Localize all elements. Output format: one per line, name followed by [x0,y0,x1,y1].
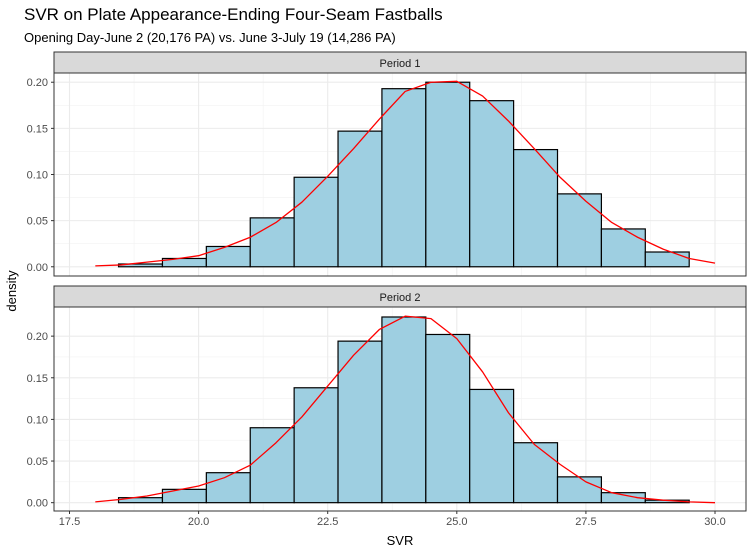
y-tick-label: 0.05 [27,216,48,228]
y-tick-label: 0.15 [27,123,48,135]
x-axis: 17.5 20.0 22.5 25.0 27.5 30.0 [59,511,726,528]
histogram-bar [469,100,515,268]
histogram-bar [600,492,646,504]
density-curve [95,315,716,504]
histogram-bar [556,476,603,504]
histogram-bar [337,340,383,504]
histogram-bar [600,228,646,268]
y-axis-title: density [4,270,19,312]
histogram-bar [249,427,295,504]
y-tick-label: 0.20 [27,77,48,89]
x-tick-label: 22.5 [317,516,338,528]
panel-border [53,306,747,512]
y-tick-label: 0.20 [27,331,48,343]
y-tick-label: 0.05 [27,456,48,468]
histogram-bar [556,193,603,268]
histogram-bar [381,316,427,504]
histogram-bar [293,176,339,268]
y-tick-label: 0.00 [27,262,48,274]
x-axis-title: SVR [387,533,414,548]
histogram-bar [205,245,251,268]
x-tick-label: 27.5 [575,516,596,528]
y-tick-label: 0.10 [27,414,48,426]
chart-title: SVR on Plate Appearance-Ending Four-Seam… [24,5,443,24]
histogram-bar [513,442,559,504]
histogram-bar [425,333,471,504]
y-tick-label: 0.15 [27,373,48,385]
histogram-bar [249,217,295,268]
histogram-bar [469,388,515,504]
panels-group: Period 1 0.00 0.05 0.10 0.15 0.20 Period 2 0.00… [27,51,747,512]
histogram-bar [337,130,383,268]
facet-panel: Period 2 0.00 0.05 0.10 0.15 0.20 [27,285,747,512]
facet-strip-label: Period 1 [380,58,421,70]
panel-border [53,72,747,277]
histogram-bar [381,88,427,268]
histogram-bar [205,472,251,504]
facet-panel: Period 1 0.00 0.05 0.10 0.15 0.20 [27,51,747,277]
histogram-bar [644,251,690,268]
histogram-bar [293,387,339,504]
y-tick-label: 0.10 [27,170,48,182]
facet-strip-label: Period 2 [380,292,421,304]
x-tick-label: 25.0 [446,516,467,528]
x-tick-label: 30.0 [704,516,725,528]
histogram-bar [425,81,471,268]
y-tick-label: 0.00 [27,498,48,510]
density-curve [95,80,716,267]
x-tick-label: 20.0 [188,516,209,528]
chart-subtitle: Opening Day-June 2 (20,176 PA) vs. June … [24,30,396,45]
x-tick-label: 17.5 [59,516,80,528]
